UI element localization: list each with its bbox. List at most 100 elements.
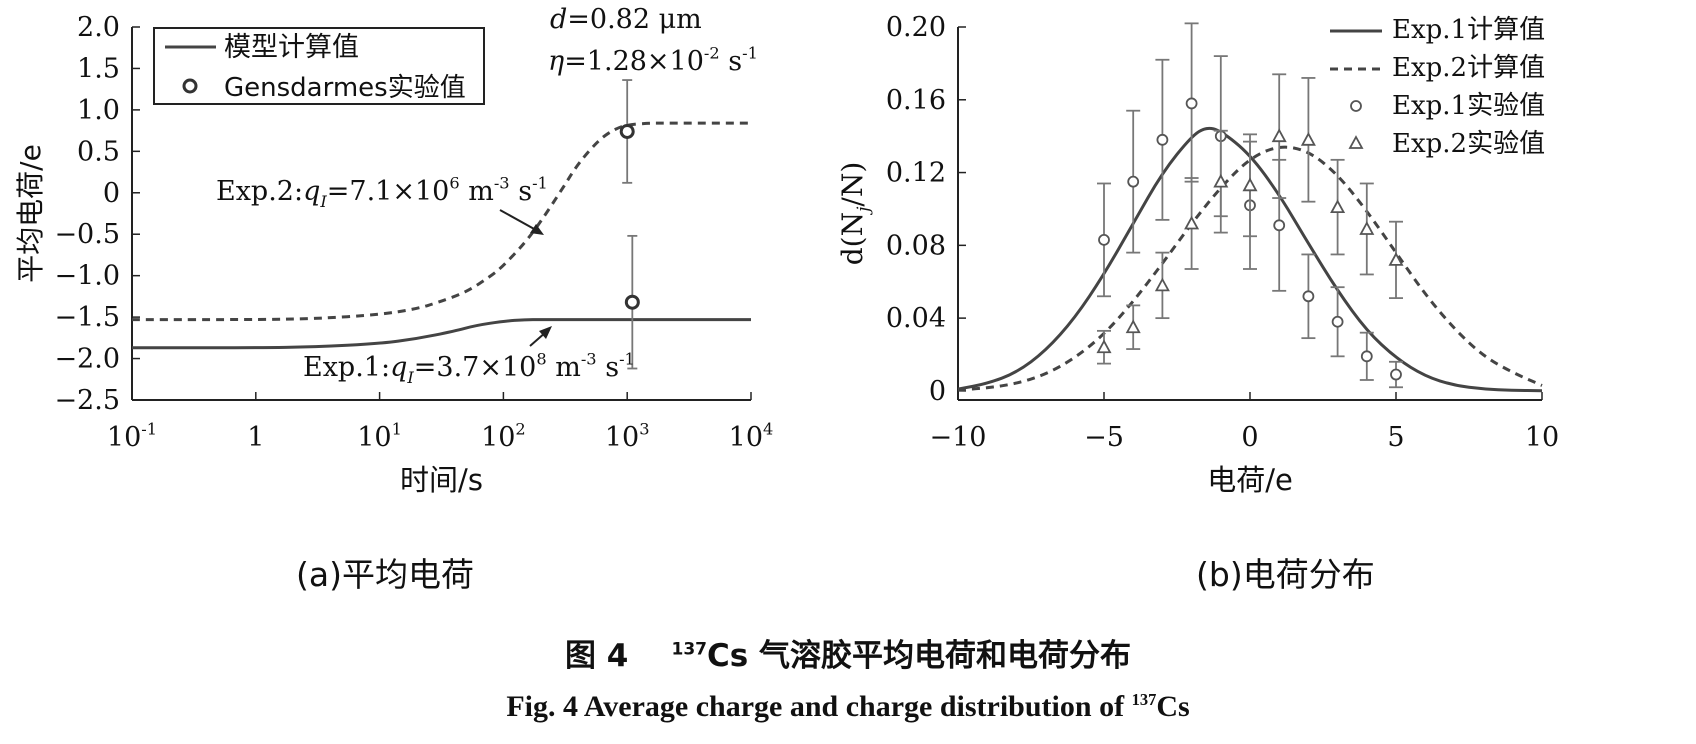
chart-b-data-point-triangle	[1184, 215, 1200, 230]
chart-b-data-point-circle	[1390, 368, 1402, 381]
chart-a-annotation-exp1-part: -3	[581, 350, 597, 369]
chart-b-y-tick-label: 0	[929, 376, 946, 407]
figure-caption-zh-prefix: 图 4	[564, 638, 629, 674]
chart-a-annotation-exp2-part: 6	[449, 174, 459, 193]
chart-a-annotation-exp2-part: m	[460, 176, 494, 207]
chart-a-x-tick-label: 102​	[481, 420, 526, 453]
chart-a-annotation-exp2-part: I	[319, 192, 327, 211]
chart-a-legend-label: 模型计算值	[224, 32, 359, 63]
chart-a-annotation-exp2: Exp.2:qI​=7.1×106​ m-3​ s-1​	[216, 174, 548, 211]
chart-a-annotation-eta-part: =1.28×10	[564, 46, 704, 77]
chart-b-data-point-circle	[1273, 219, 1286, 232]
chart-a-y-tick-label: −2.0	[54, 344, 120, 375]
chart-a-x-tick-label-part: 10	[605, 422, 639, 453]
chart-a-annotation-exp2-part: s	[510, 176, 532, 207]
chart-b-data-point-circle	[1331, 315, 1344, 328]
chart-b-data-point-circle	[1127, 175, 1140, 188]
chart-a-annotation-exp1-part: 8	[536, 350, 546, 369]
chart-b-data-point-triangle	[1125, 319, 1141, 334]
chart-b-legend-swatch-marker	[1348, 135, 1364, 149]
chart-b-data-point-circle	[1156, 133, 1169, 146]
chart-a-x-tick-label-part: 4	[763, 420, 773, 439]
chart-a-annotation-d-part: d	[550, 4, 567, 35]
chart-b-data-point-triangle	[1300, 131, 1316, 146]
chart-a-x-tick-label: 104​	[729, 420, 774, 453]
chart-b-y-label-part: d(N	[836, 212, 869, 265]
chart-b-data-point-circle	[1098, 233, 1110, 246]
chart-b-data-point-triangle	[1388, 252, 1404, 266]
chart-b-legend-label: Exp.2实验值	[1392, 129, 1545, 159]
chart-a-legend-box	[153, 27, 485, 105]
chart-a-y-label: 平均电荷/e	[14, 144, 47, 283]
chart-a-annotation-eta-part: -1	[742, 44, 758, 63]
chart-b-data-point-circle	[1185, 97, 1198, 110]
chart-a-annotation-exp1-part: =3.7×10	[414, 352, 537, 383]
figure-caption-en-prefix: Fig. 4 Average charge and charge distrib…	[506, 690, 1125, 723]
chart-b-y-tick-label: 0.08	[886, 230, 946, 261]
chart-a-x-tick-label-part: 10	[357, 422, 391, 453]
chart-a-arrow-exp2	[499, 209, 537, 231]
chart-b-legend-label: Exp.2计算值	[1392, 53, 1545, 83]
chart-a-x-tick-label-part: 2	[515, 420, 525, 439]
chart-a-legend-label: Gensdarmes实验值	[224, 73, 466, 103]
chart-a-annotation-exp2-part: q	[303, 176, 320, 207]
figure-caption-zh: 图 4 137Cs 气溶胶平均电荷和电荷分布	[0, 630, 1696, 675]
chart-b-x-tick-label: −10	[930, 422, 987, 453]
chart-a-annotation-exp2-part: =7.1×10	[327, 176, 450, 207]
chart-a-x-tick-label-part: -1	[141, 420, 157, 439]
chart-b-data-point-triangle	[1154, 277, 1170, 292]
chart-a-y-tick-label: −2.5	[54, 385, 120, 416]
chart-b-data-point-triangle	[1242, 177, 1258, 192]
chart-a-x-tick-label: 101​	[357, 420, 402, 453]
caption-panel-b: (b)电荷分布	[1196, 555, 1375, 594]
chart-a-annotation-exp2-part: -3	[494, 174, 510, 193]
chart-a-annotation-exp1-part: I	[406, 368, 414, 387]
chart-a-annotation-exp1-part: m	[547, 352, 581, 383]
chart-b-y-label-part: /N)	[836, 162, 869, 207]
figure-caption-en-suffix: Cs	[1156, 690, 1190, 723]
chart-b-data-point-circle	[1360, 350, 1373, 363]
chart-a-y-tick-label: 1.0	[77, 95, 120, 126]
figure-caption-zh-iso: 137	[671, 639, 708, 660]
chart-b-y-tick-label: 0.16	[886, 85, 946, 116]
chart-a-annotation-exp1-part: -1	[619, 350, 635, 369]
chart-b-legend-label: Exp.1实验值	[1392, 91, 1545, 121]
chart-b-data-point-triangle	[1096, 339, 1112, 354]
chart-b-x-tick-label: −5	[1084, 422, 1124, 453]
chart-b-x-tick-label: 5	[1387, 422, 1404, 453]
chart-a-data-point	[624, 294, 640, 310]
chart-a-annotation-eta-part: -2	[704, 44, 720, 63]
chart-a-arrowhead-exp2	[530, 224, 544, 235]
chart-b-data-point-triangle	[1271, 128, 1287, 143]
chart-a-annotation-d-part: =0.82 μm	[567, 4, 701, 35]
chart-a-annotation-exp1-part: Exp.1:	[303, 352, 390, 383]
chart-a-annotation-exp2-part: -1	[532, 174, 548, 193]
chart-a-x-tick-label-part: 10	[107, 422, 141, 453]
chart-a-legend-swatch-marker	[182, 78, 198, 94]
chart-b-x-label: 电荷/e	[1207, 463, 1293, 497]
figure-caption-en-iso: 137	[1131, 690, 1157, 709]
chart-a-x-tick-label-part: 10	[729, 422, 763, 453]
chart-a-annotation-eta-part: η	[548, 46, 564, 77]
figure-caption-en: Fig. 4 Average charge and charge distrib…	[0, 690, 1696, 724]
chart-a-x-tick-label-part: 1	[247, 422, 264, 453]
chart-a-annotation-eta-part: s	[720, 46, 742, 77]
chart-b-y-label: d(Nj/N)	[836, 162, 874, 266]
chart-b-data-point-circle	[1302, 290, 1315, 303]
chart-b-legend-label: Exp.1计算值	[1392, 15, 1545, 45]
chart-b: 0.20 0.16 0.12 0.08 0.04 0 −10 −5 0 5 10 电荷/e d(Nj/N…	[836, 12, 1559, 497]
chart-b-data-point-triangle	[1359, 221, 1375, 235]
chart-a-series-line	[132, 121, 751, 322]
chart-b-y-tick-label: 0.04	[886, 303, 946, 334]
chart-b-data-point-triangle	[1213, 173, 1229, 188]
chart-a-data-point	[619, 123, 635, 139]
caption-panel-a: (a)平均电荷	[296, 555, 474, 594]
chart-a-series-line	[131, 318, 751, 350]
chart-a-annotation-exp2-part: Exp.2:	[216, 176, 303, 207]
chart-b-y-tick-label: 0.20	[886, 12, 946, 43]
chart-a: 2.01.51.00.50−0.5−1.0−1.5−2.0−2.510-1​11…	[14, 4, 773, 497]
chart-a-x-tick-label-part: 1	[392, 420, 402, 439]
chart-a-x-tick-label: 103​	[605, 420, 650, 453]
chart-a-y-tick-label: 2.0	[77, 12, 120, 43]
chart-a-annotation-d: d=0.82 μm	[550, 4, 702, 35]
